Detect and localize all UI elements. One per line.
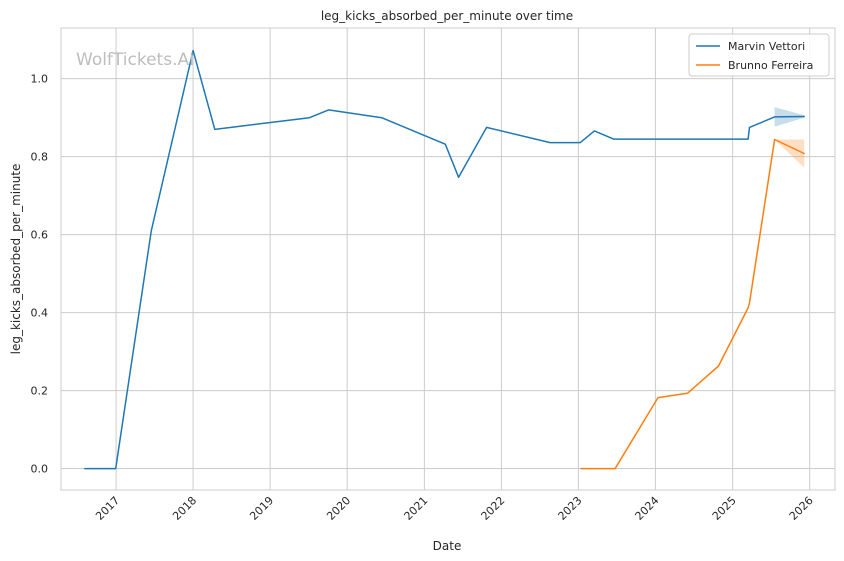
x-tick-label: 2019 [247, 494, 276, 523]
x-tick-label: 2021 [401, 494, 430, 523]
x-tick-label: 2025 [710, 494, 739, 523]
y-axis-ticks: 0.0 0.2 0.4 0.6 0.8 1.0 [31, 73, 49, 476]
confidence-band-brunno-ferreira [774, 139, 805, 168]
x-axis-title: Date [433, 539, 462, 553]
legend-label-marvin-vettori: Marvin Vettori [728, 40, 805, 53]
watermark-text: WolfTickets.AI [76, 50, 194, 70]
y-axis-title: leg_kicks_absorbed_per_minute [9, 164, 23, 355]
legend-label-brunno-ferreira: Brunno Ferreira [728, 59, 813, 72]
x-tick-label: 2020 [324, 494, 353, 523]
legend: Marvin Vettori Brunno Ferreira [688, 33, 830, 77]
y-tick-label: 0.6 [31, 229, 49, 242]
y-tick-label: 1.0 [31, 73, 49, 86]
y-tick-label: 0.0 [31, 463, 49, 476]
series-line-marvin-vettori [84, 49, 805, 470]
grid-lines [61, 28, 835, 490]
y-tick-label: 0.4 [31, 307, 49, 320]
x-tick-label: 2018 [170, 494, 199, 523]
x-axis-ticks: 2017 2018 2019 2020 2021 2022 2023 2024 2025 2026 [93, 494, 816, 523]
y-tick-label: 0.2 [31, 385, 49, 398]
plot-area-frame [60, 27, 836, 491]
x-tick-label: 2023 [556, 494, 585, 523]
x-tick-label: 2024 [633, 494, 662, 523]
x-tick-label: 2017 [93, 494, 122, 523]
series-lines [84, 49, 805, 470]
y-tick-label: 0.8 [31, 151, 49, 164]
series-line-brunno-ferreira [580, 138, 805, 470]
chart-title: leg_kicks_absorbed_per_minute over time [321, 9, 573, 23]
legend-box [688, 33, 830, 77]
x-tick-label: 2022 [479, 494, 508, 523]
x-tick-label: 2026 [787, 494, 816, 523]
